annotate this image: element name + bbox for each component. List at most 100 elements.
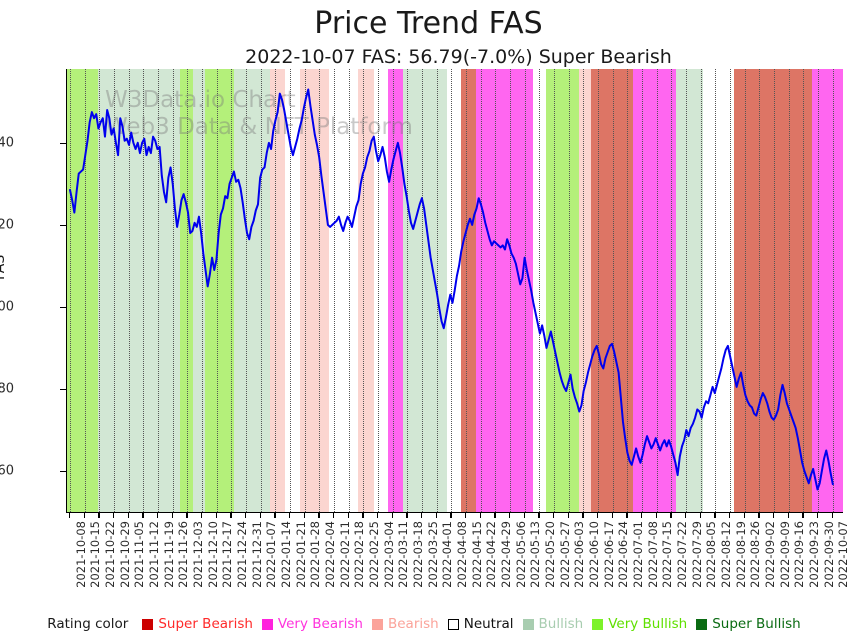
legend-title: Rating color (47, 616, 129, 632)
x-axis-tick-mark (773, 513, 775, 518)
x-axis-tick-label: 2022-05-06 (513, 521, 528, 588)
x-axis-tick-label: 2022-01-07 (264, 521, 279, 588)
y-axis-tick-mark (60, 224, 66, 227)
y-axis-tick-mark (60, 388, 66, 391)
x-axis-tick-mark (245, 513, 247, 518)
x-axis-tick-label: 2022-04-08 (454, 521, 469, 588)
gridline (275, 69, 277, 512)
rating-band (192, 69, 206, 512)
x-axis-tick-mark (289, 513, 291, 518)
x-axis-tick-label: 2022-09-16 (792, 521, 807, 588)
x-axis-tick-mark (186, 513, 188, 518)
x-axis-tick-mark (758, 513, 760, 518)
gridline (656, 69, 658, 512)
gridline (422, 69, 424, 512)
x-axis-tick-label: 2022-03-25 (425, 521, 440, 588)
x-axis-tick-mark (787, 513, 790, 518)
x-axis-tick-label: 2021-11-19 (161, 521, 176, 588)
gridline (568, 69, 570, 512)
gridline (216, 69, 218, 512)
legend-item[interactable]: Bullish (522, 617, 583, 631)
rating-band (475, 69, 533, 512)
x-axis-tick-label: 2022-01-14 (278, 521, 293, 588)
x-axis-tick-mark (69, 513, 71, 518)
rating-band (532, 69, 546, 512)
gridline (451, 69, 453, 512)
x-axis-tick-mark (391, 513, 394, 518)
gridline (759, 69, 761, 512)
x-axis-tick-label: 2021-12-31 (249, 521, 264, 588)
legend-item[interactable]: Super Bearish (142, 617, 253, 631)
gridline (260, 69, 262, 512)
gridline (818, 69, 820, 512)
x-axis-tick-mark (230, 513, 232, 518)
x-axis-tick-mark (641, 513, 643, 518)
x-axis-tick-label: 2022-02-25 (366, 521, 381, 588)
x-axis-tick-mark (303, 513, 305, 518)
rating-band (179, 69, 193, 512)
legend-item[interactable]: Neutral (447, 617, 514, 631)
gridline (744, 69, 746, 512)
gridline (246, 69, 248, 512)
gridline (84, 69, 86, 512)
x-axis-tick-label: 2022-09-23 (806, 521, 821, 588)
x-axis-tick-mark (582, 513, 584, 518)
x-axis-tick-mark (743, 513, 746, 518)
x-axis-tick-mark (157, 513, 159, 518)
rating-band (270, 69, 286, 512)
x-axis-tick-label: 2021-10-22 (102, 521, 117, 588)
gridline (466, 69, 468, 512)
x-axis-tick-mark (421, 513, 423, 518)
x-axis-tick-mark (567, 513, 570, 518)
legend-swatch (522, 618, 534, 630)
gridline (715, 69, 717, 512)
legend-item-label: Very Bearish (277, 616, 363, 632)
x-axis-tick-label: 2022-06-17 (601, 521, 616, 588)
x-axis-tick-mark (406, 513, 408, 518)
x-axis-tick-label: 2022-08-12 (718, 521, 733, 588)
x-axis-tick-mark (729, 513, 731, 518)
rating-band (233, 69, 271, 512)
gridline (554, 69, 556, 512)
y-axis-tick-mark (60, 470, 66, 473)
x-axis-tick-label: 2022-07-01 (630, 521, 645, 588)
x-axis-tick-mark (626, 513, 628, 518)
legend-item-label: Super Bearish (158, 616, 253, 632)
rating-band (811, 69, 843, 512)
rating-band (87, 69, 99, 512)
gridline (348, 69, 350, 512)
gridline (832, 69, 834, 512)
legend-item[interactable]: Super Bullish (696, 617, 801, 631)
x-axis-tick-mark (699, 513, 702, 518)
gridline (304, 69, 306, 512)
legend-swatch (447, 618, 459, 630)
rating-band (734, 69, 812, 512)
x-axis-tick-label: 2022-09-30 (821, 521, 836, 588)
x-axis-tick-mark (817, 513, 819, 518)
x-axis-tick-label: 2022-02-04 (322, 521, 337, 588)
gridline (143, 69, 145, 512)
rating-band (403, 69, 448, 512)
gridline (290, 69, 292, 512)
x-axis-tick-label: 2022-09-02 (762, 521, 777, 588)
legend-item[interactable]: Very Bearish (261, 616, 363, 632)
x-axis-tick-label: 2022-01-28 (308, 521, 323, 588)
gridline (627, 69, 629, 512)
gridlines-layer (67, 69, 843, 512)
legend-item[interactable]: Very Bullish (592, 617, 687, 631)
x-axis-tick-label: 2022-05-13 (528, 521, 543, 588)
x-axis-tick-mark (802, 513, 804, 518)
x-axis-tick-label: 2022-03-11 (396, 521, 411, 588)
gridline (172, 69, 174, 512)
gridline (730, 69, 732, 512)
x-axis-tick-mark (831, 513, 834, 518)
x-axis-tick-mark (274, 513, 276, 518)
legend-item[interactable]: Bearish (371, 617, 439, 631)
x-axis-tick-label: 2022-07-08 (645, 521, 660, 588)
gridline (231, 69, 233, 512)
x-axis-tick-mark (435, 513, 438, 518)
x-axis (66, 512, 843, 514)
rating-band (545, 69, 580, 512)
y-axis-tick-mark (60, 306, 66, 309)
